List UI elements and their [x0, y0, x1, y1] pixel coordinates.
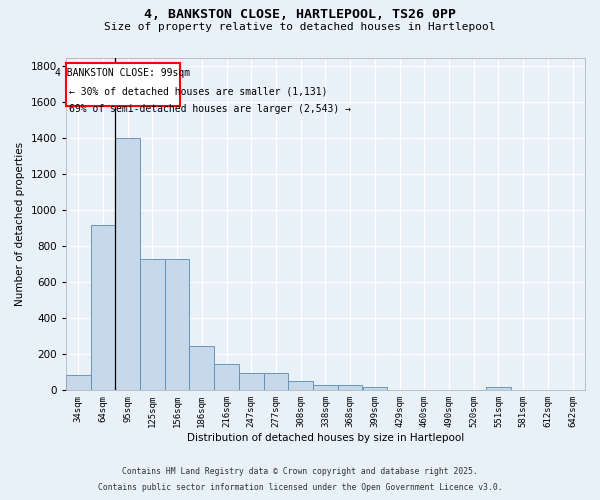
Text: Size of property relative to detached houses in Hartlepool: Size of property relative to detached ho… [104, 22, 496, 32]
Bar [66, 374, 91, 390]
Y-axis label: Number of detached properties: Number of detached properties [15, 142, 25, 306]
Text: Contains public sector information licensed under the Open Government Licence v3: Contains public sector information licen… [98, 484, 502, 492]
Bar [486, 387, 511, 390]
X-axis label: Distribution of detached houses by size in Hartlepool: Distribution of detached houses by size … [187, 432, 464, 442]
Bar [115, 138, 140, 390]
Bar [91, 224, 115, 390]
Bar [165, 258, 190, 390]
Bar [338, 386, 362, 390]
Text: 69% of semi-detached houses are larger (2,543) →: 69% of semi-detached houses are larger (… [69, 104, 351, 114]
Bar [214, 364, 239, 390]
Bar [140, 258, 165, 390]
Text: ← 30% of detached houses are smaller (1,131): ← 30% of detached houses are smaller (1,… [69, 87, 328, 97]
Text: Contains HM Land Registry data © Crown copyright and database right 2025.: Contains HM Land Registry data © Crown c… [122, 467, 478, 476]
Bar [239, 373, 263, 390]
Bar [289, 381, 313, 390]
Text: 4 BANKSTON CLOSE: 99sqm: 4 BANKSTON CLOSE: 99sqm [55, 68, 190, 78]
Bar [263, 373, 289, 390]
Text: 4, BANKSTON CLOSE, HARTLEPOOL, TS26 0PP: 4, BANKSTON CLOSE, HARTLEPOOL, TS26 0PP [144, 8, 456, 20]
Bar [362, 387, 387, 390]
Bar [190, 346, 214, 390]
Bar [313, 386, 338, 390]
